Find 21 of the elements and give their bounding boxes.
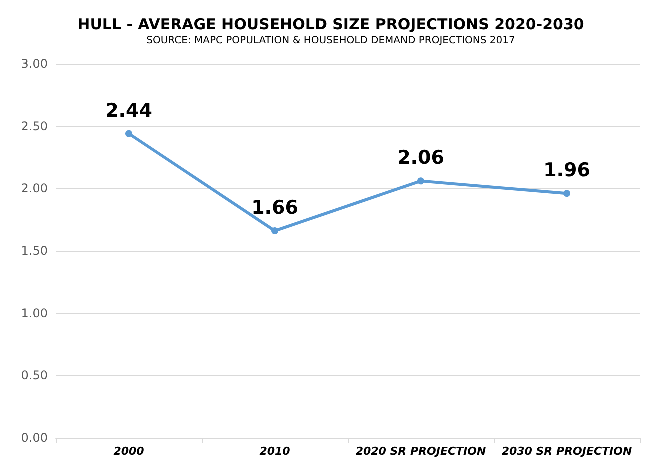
y-tick-label: 2.00 <box>21 182 48 196</box>
y-tick-label: 0.00 <box>21 431 48 445</box>
y-tick-label: 2.50 <box>21 119 48 134</box>
chart-subtitle: SOURCE: MAPC POPULATION & HOUSEHOLD DEMAND PROJECTIONS 2017 <box>146 36 516 46</box>
y-tick-label: 1.00 <box>21 306 48 320</box>
point <box>564 190 570 198</box>
x-tick-label: 2020 SR PROJECTION <box>356 445 486 458</box>
point <box>272 228 278 235</box>
data-label: 1.66 <box>252 197 298 220</box>
x-tick-label: 2030 SR PROJECTION <box>502 445 632 458</box>
chart-title: HULL - AVERAGE HOUSEHOLD SIZE PROJECTIONS 2020-2030 <box>78 16 584 34</box>
y-tick-label: 3.00 <box>21 57 48 71</box>
point <box>126 130 132 138</box>
point <box>418 178 424 185</box>
data-label: 1.96 <box>544 160 590 182</box>
x-tick-label: 2000 <box>114 445 145 458</box>
data-label: 2.06 <box>398 147 444 170</box>
x-tick-label: 2010 <box>260 445 291 458</box>
data-label: 2.44 <box>106 100 152 122</box>
y-tick-label: 1.50 <box>21 244 48 258</box>
y-tick-label: 0.50 <box>21 368 48 383</box>
